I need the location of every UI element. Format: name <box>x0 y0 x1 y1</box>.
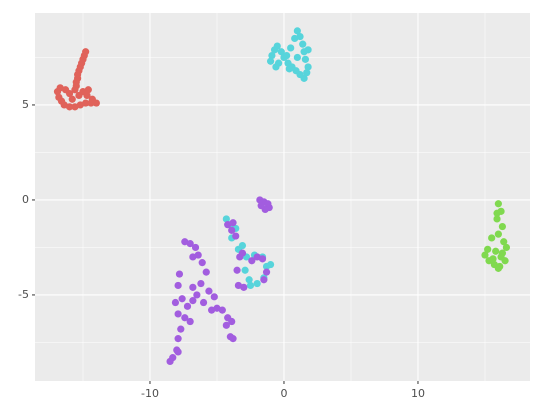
point <box>65 103 74 111</box>
point <box>171 298 180 307</box>
point <box>494 200 502 208</box>
point <box>205 287 213 295</box>
point <box>489 255 497 263</box>
point <box>498 222 506 231</box>
point <box>210 293 218 301</box>
point <box>287 44 295 52</box>
point <box>197 279 205 288</box>
point <box>492 247 500 255</box>
point <box>299 40 307 48</box>
point <box>266 57 275 65</box>
point <box>166 357 174 366</box>
point <box>84 86 92 94</box>
point <box>189 283 197 291</box>
point <box>68 95 76 103</box>
point <box>189 253 197 261</box>
point <box>260 276 268 284</box>
x-tick-label: -10 <box>141 387 159 400</box>
point <box>493 215 501 223</box>
point <box>174 335 182 343</box>
point <box>222 215 230 223</box>
y-tick-label: 5 <box>22 98 29 111</box>
point <box>218 306 226 314</box>
point <box>304 63 312 71</box>
point <box>228 226 236 234</box>
point <box>293 53 301 62</box>
point <box>174 281 182 290</box>
point <box>228 317 236 326</box>
point <box>481 251 489 259</box>
point <box>238 249 247 257</box>
point <box>283 51 291 60</box>
point <box>186 317 194 326</box>
point <box>253 279 261 288</box>
point <box>484 245 492 253</box>
point <box>493 209 501 217</box>
point <box>494 264 502 272</box>
point <box>202 268 210 276</box>
x-tick-label: 10 <box>411 387 425 400</box>
point <box>266 260 275 269</box>
point <box>65 89 74 98</box>
point <box>233 266 241 274</box>
point <box>285 65 293 73</box>
point <box>304 46 312 54</box>
point <box>193 291 201 299</box>
point <box>262 268 271 276</box>
point <box>175 270 184 278</box>
point <box>494 230 502 238</box>
point <box>232 232 240 240</box>
point <box>268 51 276 60</box>
point <box>191 243 200 252</box>
point <box>258 255 267 263</box>
point <box>500 238 508 246</box>
point <box>222 321 230 329</box>
point <box>234 281 243 290</box>
point <box>291 34 299 43</box>
point <box>293 27 301 35</box>
point <box>497 253 505 261</box>
point <box>488 234 496 242</box>
point <box>245 276 253 284</box>
point <box>229 335 237 343</box>
x-tick-label: 0 <box>280 387 287 400</box>
point <box>174 310 182 318</box>
point <box>178 295 186 303</box>
point <box>199 298 208 307</box>
point <box>75 91 83 100</box>
y-tick-label: -5 <box>18 288 29 301</box>
point <box>177 325 185 333</box>
point <box>277 48 285 56</box>
point <box>241 266 249 274</box>
point <box>71 86 79 94</box>
point <box>238 241 247 250</box>
point <box>273 42 281 50</box>
point <box>183 302 192 310</box>
point <box>229 219 237 227</box>
y-tick-label: 0 <box>22 193 29 206</box>
point <box>303 69 311 77</box>
point <box>248 257 256 265</box>
point <box>198 259 206 267</box>
point <box>208 306 216 314</box>
point <box>174 348 182 356</box>
point <box>257 202 265 210</box>
plot-panel <box>35 13 530 381</box>
point <box>88 95 96 103</box>
point <box>272 63 280 71</box>
point <box>181 314 189 322</box>
point <box>82 99 90 107</box>
point <box>300 74 308 82</box>
point <box>186 240 194 248</box>
point <box>246 281 255 290</box>
point <box>502 243 511 252</box>
point <box>189 297 197 305</box>
point <box>301 55 310 63</box>
